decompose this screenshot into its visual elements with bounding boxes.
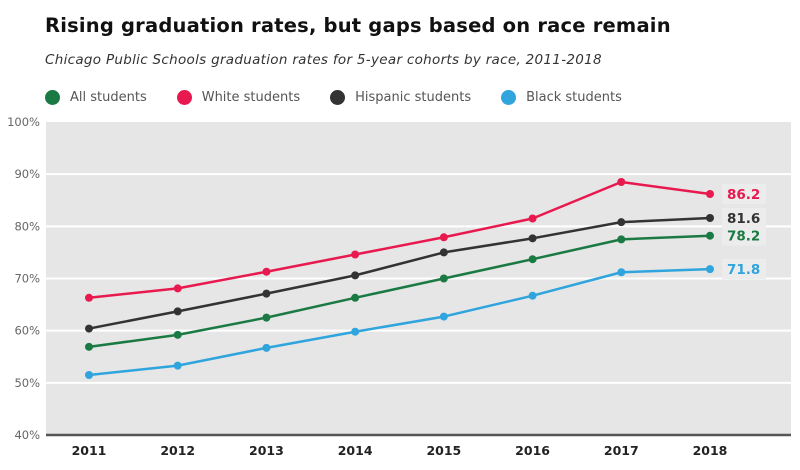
y-tick-label: 80% xyxy=(14,219,40,233)
chart-subtitle: Chicago Public Schools graduation rates … xyxy=(45,52,602,68)
data-point xyxy=(528,214,537,223)
series-line xyxy=(88,180,711,300)
legend-item-white: White students xyxy=(176,90,301,105)
data-point xyxy=(262,343,271,352)
x-tick-label: 2018 xyxy=(693,443,728,458)
data-point xyxy=(439,312,448,321)
legend-dot xyxy=(176,90,192,105)
data-point xyxy=(351,250,360,259)
legend-item-all: All students xyxy=(45,90,147,105)
series-line xyxy=(88,267,711,377)
legend-label: Hispanic students xyxy=(355,90,472,105)
x-tick-label: 2011 xyxy=(72,443,107,458)
legend-label: White students xyxy=(201,90,301,105)
end-label-bg xyxy=(722,183,766,204)
data-point xyxy=(85,371,93,380)
x-tick-label: 2015 xyxy=(426,443,461,458)
series-line xyxy=(88,216,711,330)
data-point xyxy=(262,313,271,322)
y-tick-label: 60% xyxy=(14,324,40,338)
y-tick-label: 100% xyxy=(7,115,40,129)
data-point xyxy=(173,361,182,370)
data-point xyxy=(706,213,714,222)
legend-dot xyxy=(45,90,60,105)
legend-item-black: Black students xyxy=(501,90,622,105)
end-label: 81.6 xyxy=(727,211,760,227)
end-label: 71.8 xyxy=(727,262,760,278)
data-point xyxy=(173,307,182,316)
end-label-bg xyxy=(722,225,766,246)
legend: All students White students Hispanic stu… xyxy=(45,90,652,105)
x-tick-label: 2012 xyxy=(160,443,195,458)
y-tick-label: 50% xyxy=(14,376,40,390)
data-point xyxy=(173,330,182,339)
y-tick-label: 40% xyxy=(14,428,40,442)
x-tick-label: 2014 xyxy=(338,443,373,458)
y-tick-label: 70% xyxy=(14,272,40,286)
data-point xyxy=(528,291,537,300)
data-point xyxy=(351,271,360,280)
end-label-bg xyxy=(722,259,766,280)
data-point xyxy=(85,293,93,302)
data-point xyxy=(262,289,271,298)
data-point xyxy=(439,248,448,257)
data-point xyxy=(351,327,360,336)
data-point xyxy=(85,342,93,351)
data-point xyxy=(351,293,360,302)
data-point xyxy=(706,231,714,240)
data-point xyxy=(439,233,448,242)
data-point xyxy=(262,267,271,276)
end-label: 78.2 xyxy=(727,229,760,245)
data-point xyxy=(85,324,93,333)
legend-dot xyxy=(501,90,517,105)
data-point xyxy=(706,265,714,274)
data-point xyxy=(528,234,537,243)
data-point xyxy=(617,235,626,244)
data-point xyxy=(528,255,537,264)
data-point xyxy=(439,274,448,283)
legend-item-hispanic: Hispanic students xyxy=(330,90,471,105)
data-point xyxy=(617,177,626,186)
legend-label: Black students xyxy=(526,90,622,105)
legend-label: All students xyxy=(70,90,147,105)
legend-dot xyxy=(330,90,346,105)
data-point xyxy=(617,268,626,277)
data-point xyxy=(706,189,714,198)
data-point xyxy=(173,284,182,293)
chart-title: Rising graduation rates, but gaps based … xyxy=(45,14,671,37)
end-label: 86.2 xyxy=(727,187,760,203)
y-tick-label: 90% xyxy=(14,167,40,181)
x-tick-label: 2016 xyxy=(515,443,550,458)
data-point xyxy=(617,218,626,227)
series-line xyxy=(88,234,711,349)
x-tick-label: 2013 xyxy=(249,443,284,458)
x-tick-label: 2017 xyxy=(604,443,639,458)
end-label-bg xyxy=(722,207,766,228)
